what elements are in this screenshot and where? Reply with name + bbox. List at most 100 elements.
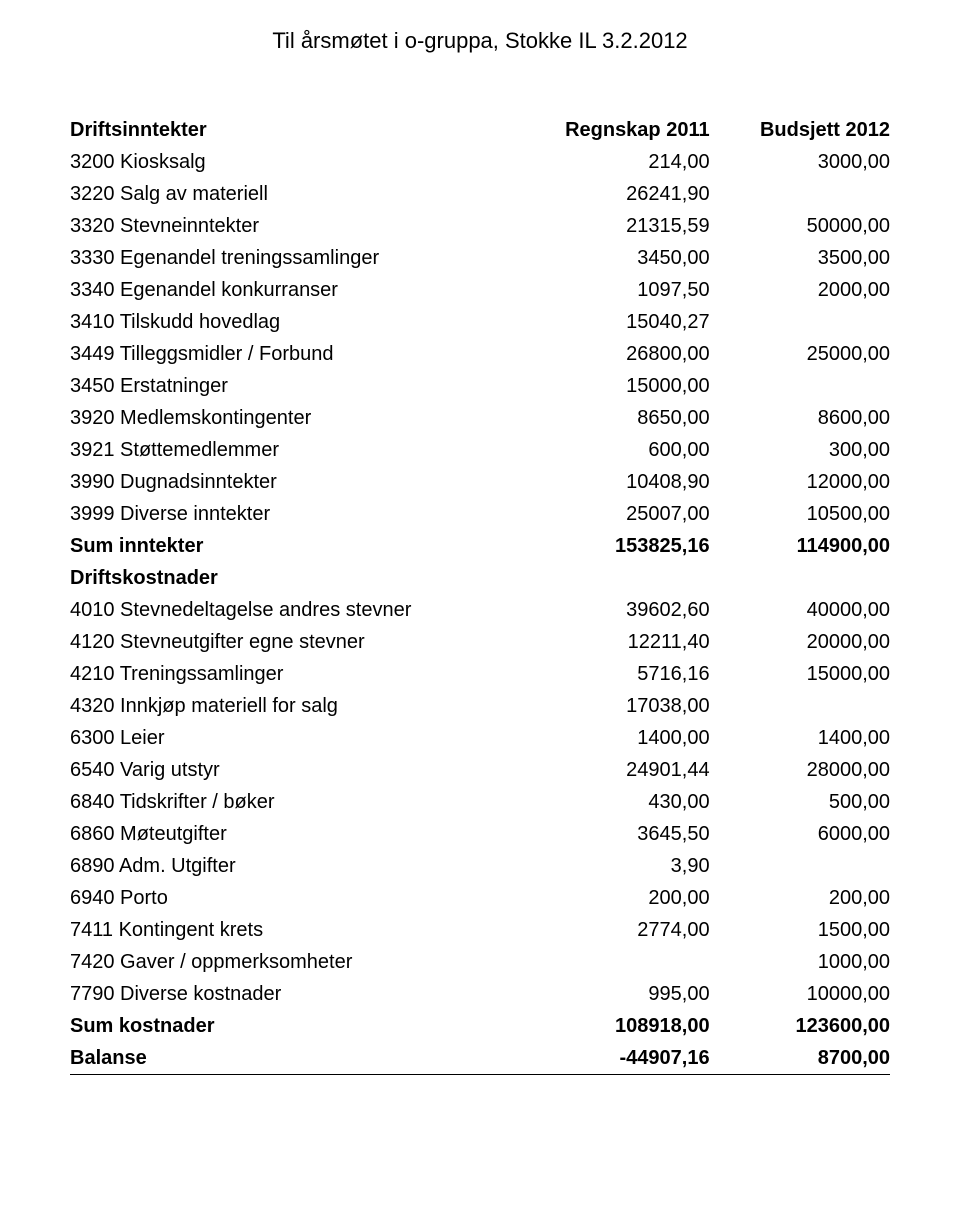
row-value-1: 17038,00 (529, 690, 709, 722)
section-header-row: Driftskostnader (70, 562, 890, 594)
row-value-2: 1000,00 (710, 946, 890, 978)
row-value-2: 28000,00 (710, 754, 890, 786)
row-label: Sum inntekter (70, 530, 529, 562)
row-value-1: 2774,00 (529, 914, 709, 946)
sum-kostnader-row: Sum kostnader108918,00123600,00 (70, 1010, 890, 1042)
row-value-1: 8650,00 (529, 402, 709, 434)
row-value-2: 10000,00 (710, 978, 890, 1010)
row-value-1: 12211,40 (529, 626, 709, 658)
row-value-1: 600,00 (529, 434, 709, 466)
row-value-2 (710, 370, 890, 402)
row-label: 6890 Adm. Utgifter (70, 850, 529, 882)
row-value-2: 50000,00 (710, 210, 890, 242)
page-title: Til årsmøtet i o-gruppa, Stokke IL 3.2.2… (70, 28, 890, 54)
balanse-row: Balanse-44907,168700,00 (70, 1042, 890, 1075)
row-label: 4320 Innkjøp materiell for salg (70, 690, 529, 722)
row-label: Balanse (70, 1042, 529, 1075)
row-value-1: -44907,16 (529, 1042, 709, 1075)
row-value-1: 15040,27 (529, 306, 709, 338)
row-value-1: 5716,16 (529, 658, 709, 690)
row-value-1: 3450,00 (529, 242, 709, 274)
row-value-1: 21315,59 (529, 210, 709, 242)
divider-row (70, 1075, 890, 1077)
row-label: 7790 Diverse kostnader (70, 978, 529, 1010)
table-row: 6540 Varig utstyr24901,4428000,00 (70, 754, 890, 786)
row-value-1: 1097,50 (529, 274, 709, 306)
row-value-1: 108918,00 (529, 1010, 709, 1042)
row-value-1: 39602,60 (529, 594, 709, 626)
section-label: Driftsinntekter (70, 114, 529, 146)
table-row: 7420 Gaver / oppmerksomheter 1000,00 (70, 946, 890, 978)
row-value-2: 6000,00 (710, 818, 890, 850)
table-row: 6300 Leier1400,001400,00 (70, 722, 890, 754)
table-row: 4010 Stevnedeltagelse andres stevner3960… (70, 594, 890, 626)
column-header-1 (529, 562, 709, 594)
row-label: 3990 Dugnadsinntekter (70, 466, 529, 498)
section-header-row: DriftsinntekterRegnskap 2011Budsjett 201… (70, 114, 890, 146)
table-row: 4120 Stevneutgifter egne stevner12211,40… (70, 626, 890, 658)
row-label: 3330 Egenandel treningssamlinger (70, 242, 529, 274)
table-row: 6860 Møteutgifter3645,506000,00 (70, 818, 890, 850)
row-label: 6840 Tidskrifter / bøker (70, 786, 529, 818)
row-label: Sum kostnader (70, 1010, 529, 1042)
row-label: 6540 Varig utstyr (70, 754, 529, 786)
row-label: 3999 Diverse inntekter (70, 498, 529, 530)
row-value-2: 123600,00 (710, 1010, 890, 1042)
table-row: 7790 Diverse kostnader995,0010000,00 (70, 978, 890, 1010)
row-value-1 (529, 946, 709, 978)
table-row: 3920 Medlemskontingenter8650,008600,00 (70, 402, 890, 434)
row-value-1: 200,00 (529, 882, 709, 914)
row-value-2: 2000,00 (710, 274, 890, 306)
row-label: 7411 Kontingent krets (70, 914, 529, 946)
row-label: 6860 Møteutgifter (70, 818, 529, 850)
row-label: 6940 Porto (70, 882, 529, 914)
table-row: 3449 Tilleggsmidler / Forbund26800,00250… (70, 338, 890, 370)
row-label: 3449 Tilleggsmidler / Forbund (70, 338, 529, 370)
row-value-2: 200,00 (710, 882, 890, 914)
table-row: 6940 Porto200,00200,00 (70, 882, 890, 914)
table-row: 4210 Treningssamlinger5716,1615000,00 (70, 658, 890, 690)
row-value-2: 8700,00 (710, 1042, 890, 1075)
row-value-1: 3645,50 (529, 818, 709, 850)
row-label: 4010 Stevnedeltagelse andres stevner (70, 594, 529, 626)
column-header-1: Regnskap 2011 (529, 114, 709, 146)
row-value-2 (710, 178, 890, 210)
row-label: 3450 Erstatninger (70, 370, 529, 402)
row-value-1: 26800,00 (529, 338, 709, 370)
table-row: 3320 Stevneinntekter21315,5950000,00 (70, 210, 890, 242)
table-row: 3340 Egenandel konkurranser1097,502000,0… (70, 274, 890, 306)
row-value-2: 15000,00 (710, 658, 890, 690)
row-value-2: 300,00 (710, 434, 890, 466)
row-label: 6300 Leier (70, 722, 529, 754)
table-row: 3410 Tilskudd hovedlag15040,27 (70, 306, 890, 338)
row-value-2 (710, 690, 890, 722)
row-value-2: 25000,00 (710, 338, 890, 370)
table-row: 3990 Dugnadsinntekter10408,9012000,00 (70, 466, 890, 498)
row-value-2 (710, 850, 890, 882)
column-header-2: Budsjett 2012 (710, 114, 890, 146)
financial-table: DriftsinntekterRegnskap 2011Budsjett 201… (70, 114, 890, 1076)
row-value-1: 1400,00 (529, 722, 709, 754)
row-value-1: 995,00 (529, 978, 709, 1010)
table-row: 3450 Erstatninger15000,00 (70, 370, 890, 402)
row-label: 7420 Gaver / oppmerksomheter (70, 946, 529, 978)
row-label: 3220 Salg av materiell (70, 178, 529, 210)
row-value-2: 10500,00 (710, 498, 890, 530)
row-value-1: 24901,44 (529, 754, 709, 786)
row-value-1: 214,00 (529, 146, 709, 178)
row-label: 4210 Treningssamlinger (70, 658, 529, 690)
table-row: 6890 Adm. Utgifter3,90 (70, 850, 890, 882)
row-value-2: 40000,00 (710, 594, 890, 626)
row-value-2: 12000,00 (710, 466, 890, 498)
row-value-2: 500,00 (710, 786, 890, 818)
row-value-2 (710, 306, 890, 338)
table-row: 3921 Støttemedlemmer600,00300,00 (70, 434, 890, 466)
row-value-2: 1400,00 (710, 722, 890, 754)
row-value-1: 3,90 (529, 850, 709, 882)
row-label: 3410 Tilskudd hovedlag (70, 306, 529, 338)
row-value-2: 3000,00 (710, 146, 890, 178)
row-label: 3921 Støttemedlemmer (70, 434, 529, 466)
page: Til årsmøtet i o-gruppa, Stokke IL 3.2.2… (0, 0, 960, 1096)
row-label: 3920 Medlemskontingenter (70, 402, 529, 434)
section-label: Driftskostnader (70, 562, 529, 594)
